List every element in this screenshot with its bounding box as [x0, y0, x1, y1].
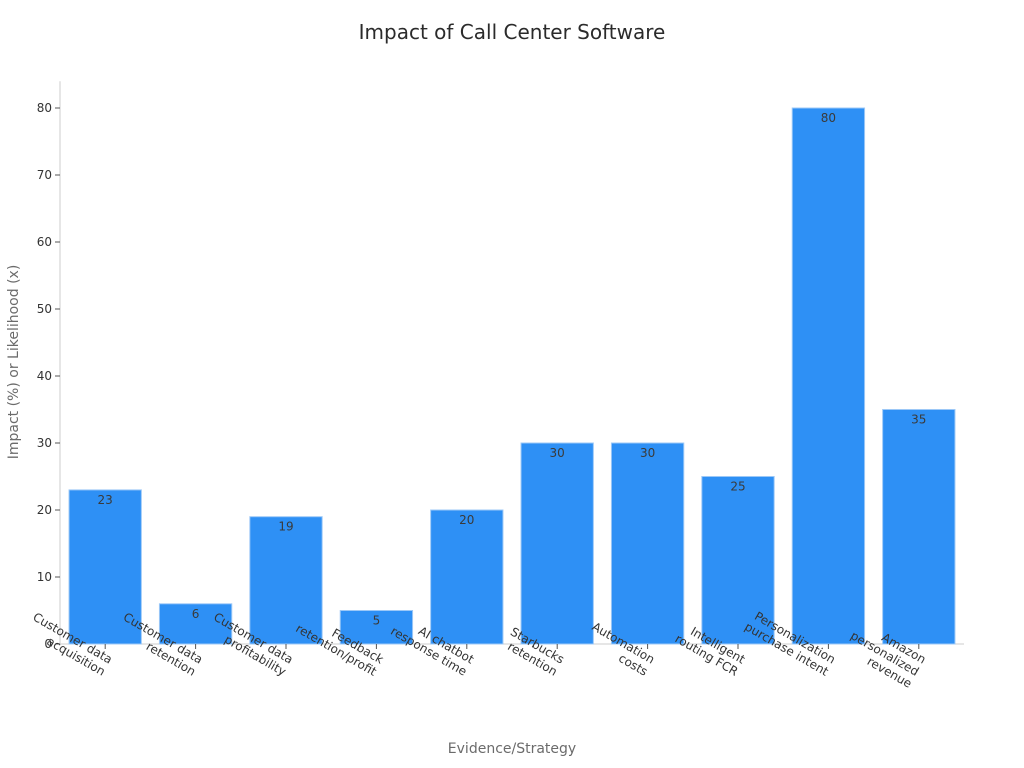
bar-value-label: 30 [640, 446, 655, 460]
x-axis-label: Evidence/Strategy [447, 741, 577, 757]
bar [249, 516, 323, 645]
chart-title: Impact of Call Center Software [358, 20, 666, 44]
bar-value-label: 25 [730, 480, 745, 494]
y-tick-label: 40 [37, 369, 52, 383]
bar-value-label: 30 [550, 446, 565, 460]
y-tick-label: 70 [37, 168, 52, 182]
bar-value-label: 23 [98, 493, 113, 507]
y-tick-label: 20 [37, 503, 52, 517]
bar [158, 603, 233, 645]
bar-value-label: 80 [821, 111, 836, 125]
bar [520, 442, 594, 645]
y-tick-label: 50 [37, 302, 52, 316]
bar [701, 476, 775, 645]
bar-value-label: 20 [459, 513, 474, 527]
bar [791, 107, 866, 645]
y-tick-label: 60 [37, 235, 52, 249]
bar [882, 409, 956, 645]
bar [339, 610, 414, 645]
bar [430, 509, 504, 645]
bar-value-label: 5 [373, 614, 381, 628]
y-tick-label: 0 [44, 637, 52, 651]
y-tick-label: 80 [37, 101, 52, 115]
bar-value-label: 19 [278, 520, 293, 534]
bar [610, 442, 685, 645]
y-tick-label: 30 [37, 436, 52, 450]
y-tick-label: 10 [37, 570, 52, 584]
bar-value-label: 35 [911, 413, 926, 427]
bar-value-label: 6 [192, 607, 200, 621]
bar [68, 489, 142, 645]
